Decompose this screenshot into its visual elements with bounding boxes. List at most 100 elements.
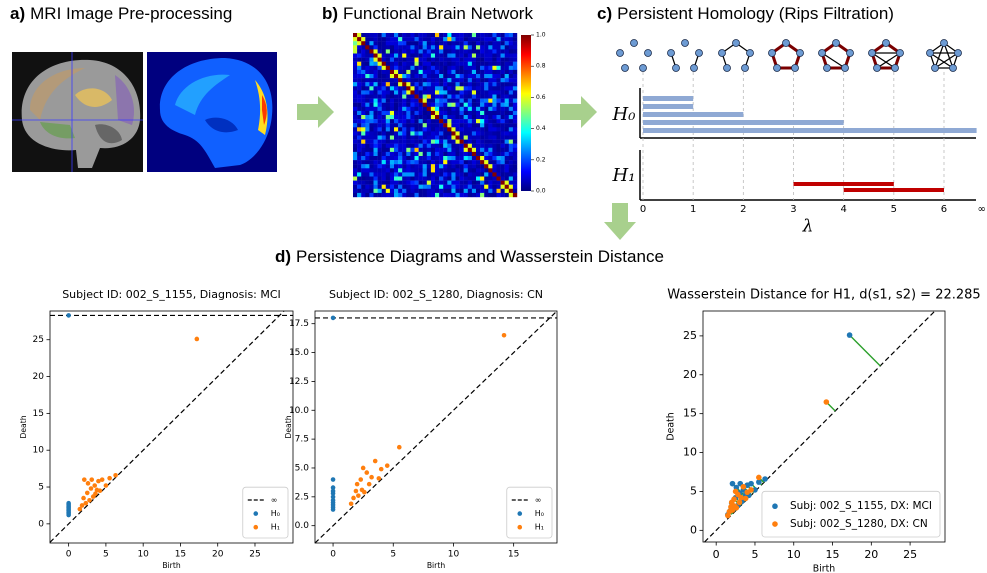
heatmap-cell bbox=[427, 164, 431, 168]
heatmap-cell bbox=[365, 164, 369, 168]
heatmap-cell bbox=[456, 33, 460, 37]
heatmap-cell bbox=[484, 107, 488, 111]
heatmap-cell bbox=[484, 152, 488, 156]
heatmap-cell bbox=[361, 70, 365, 74]
heatmap-cell bbox=[497, 115, 501, 119]
heatmap-cell bbox=[443, 111, 447, 115]
heatmap-cell bbox=[476, 49, 480, 53]
heatmap-cell bbox=[410, 193, 414, 197]
y-tick-label: 2.5 bbox=[295, 492, 309, 502]
bar bbox=[643, 128, 977, 133]
heatmap-cell bbox=[357, 111, 361, 115]
heatmap-cell bbox=[374, 136, 378, 140]
heatmap-cell bbox=[398, 156, 402, 160]
heatmap-cell bbox=[390, 140, 394, 144]
heatmap-cell bbox=[443, 99, 447, 103]
heatmap-cell bbox=[410, 144, 414, 148]
heatmap-cell bbox=[472, 127, 476, 131]
heatmap-cell bbox=[439, 90, 443, 94]
heatmap-cell bbox=[431, 119, 435, 123]
heatmap-cell bbox=[480, 49, 484, 53]
heatmap-cell bbox=[398, 144, 402, 148]
heatmap-cell bbox=[464, 168, 468, 172]
heatmap-cell bbox=[423, 99, 427, 103]
heatmap-cell bbox=[505, 82, 509, 86]
heatmap-cell bbox=[357, 172, 361, 176]
heatmap-cell bbox=[509, 54, 513, 58]
heatmap-cell bbox=[505, 177, 509, 181]
heatmap-cell bbox=[386, 54, 390, 58]
heatmap-cell bbox=[509, 156, 513, 160]
heatmap-cell bbox=[431, 181, 435, 185]
heatmap-cell bbox=[505, 172, 509, 176]
heatmap-cell bbox=[472, 193, 476, 197]
heatmap-cell bbox=[369, 58, 373, 62]
heatmap-cell bbox=[357, 54, 361, 58]
heatmap-cell bbox=[365, 193, 369, 197]
heatmap-cell bbox=[509, 78, 513, 82]
heatmap-cell bbox=[480, 144, 484, 148]
heatmap-cell bbox=[447, 74, 451, 78]
heatmap-cell bbox=[509, 82, 513, 86]
heatmap-cell bbox=[353, 177, 357, 181]
heatmap-cell bbox=[492, 168, 496, 172]
heatmap-cell bbox=[509, 193, 513, 197]
heatmap-cell bbox=[427, 115, 431, 119]
icon-node bbox=[883, 40, 890, 47]
heatmap-cell bbox=[472, 86, 476, 90]
heatmap-cell bbox=[386, 103, 390, 107]
heatmap-cell bbox=[423, 181, 427, 185]
heatmap-cell bbox=[406, 136, 410, 140]
heatmap-cell bbox=[468, 74, 472, 78]
heatmap-cell bbox=[431, 33, 435, 37]
heatmap-cell bbox=[402, 99, 406, 103]
y-tick-label: 12.5 bbox=[289, 377, 309, 387]
icon-node bbox=[696, 50, 703, 57]
heatmap-cell bbox=[464, 58, 468, 62]
heatmap-cell bbox=[447, 86, 451, 90]
heatmap-cell bbox=[431, 152, 435, 156]
heatmap-cell bbox=[398, 86, 402, 90]
heatmap-cell bbox=[447, 144, 451, 148]
heatmap-cell bbox=[451, 62, 455, 66]
heatmap-cell bbox=[472, 164, 476, 168]
heatmap-cell bbox=[488, 66, 492, 70]
heatmap-cell bbox=[456, 90, 460, 94]
heatmap-cell bbox=[394, 70, 398, 74]
x-tick-label: 6 bbox=[941, 204, 947, 215]
heatmap-cell bbox=[353, 193, 357, 197]
heatmap-cell bbox=[386, 160, 390, 164]
heatmap-cell bbox=[431, 99, 435, 103]
heatmap-cell bbox=[492, 70, 496, 74]
heatmap-cell bbox=[460, 111, 464, 115]
heatmap-cell bbox=[472, 136, 476, 140]
heatmap-cell bbox=[410, 140, 414, 144]
point bbox=[107, 476, 112, 481]
heatmap-cell bbox=[501, 148, 505, 152]
heatmap-cell bbox=[464, 181, 468, 185]
heatmap-cell bbox=[447, 152, 451, 156]
heatmap-cell bbox=[501, 90, 505, 94]
heatmap-cell bbox=[423, 193, 427, 197]
heatmap-cell bbox=[464, 193, 468, 197]
heatmap-cell bbox=[402, 66, 406, 70]
point bbox=[87, 498, 92, 503]
y-tick-label: 20 bbox=[33, 372, 45, 382]
heatmap-cell bbox=[447, 193, 451, 197]
heatmap-cell bbox=[447, 78, 451, 82]
heatmap-cell bbox=[497, 107, 501, 111]
heatmap-cell bbox=[394, 66, 398, 70]
heatmap-cell bbox=[464, 82, 468, 86]
heatmap-cell bbox=[476, 41, 480, 45]
heatmap-cell bbox=[476, 172, 480, 176]
heatmap-cell bbox=[406, 74, 410, 78]
heatmap-cell bbox=[456, 177, 460, 181]
heatmap-cell bbox=[378, 115, 382, 119]
heatmap-cell bbox=[435, 185, 439, 189]
heatmap-cell bbox=[357, 74, 361, 78]
heatmap-cell bbox=[386, 90, 390, 94]
heatmap-cell bbox=[365, 90, 369, 94]
heatmap-cell bbox=[435, 131, 439, 135]
heatmap-cell bbox=[501, 140, 505, 144]
x-tick-label: 3 bbox=[790, 204, 796, 215]
